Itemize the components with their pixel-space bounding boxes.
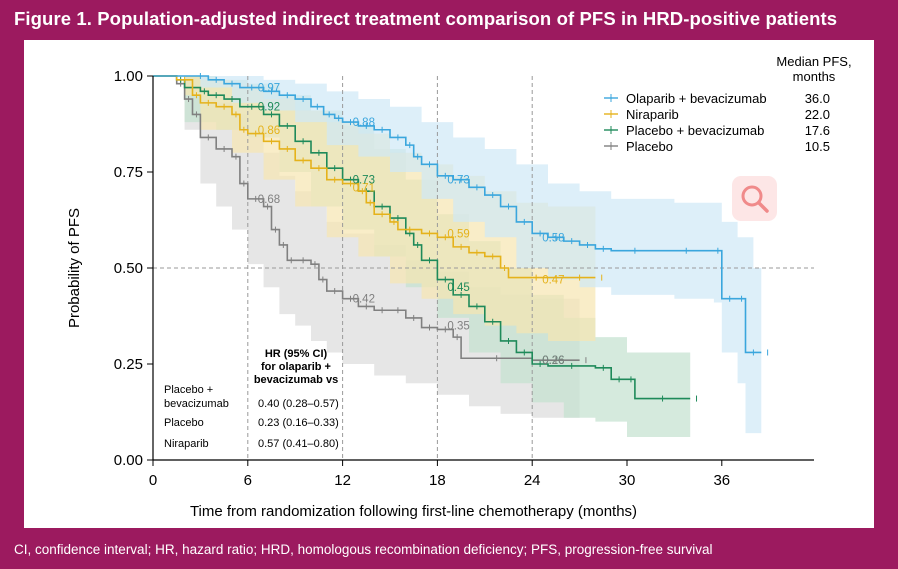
- hr-table-header: for olaparib +: [261, 361, 331, 373]
- y-tick-label: 0.50: [114, 260, 143, 277]
- hr-row-label: Placebo: [164, 417, 204, 429]
- survival-annotations: 0.97 0.88 0.73 0.58 0.86 0.71 0.59 0.47 0.92 0.73…: [258, 83, 565, 368]
- legend: Median PFS,months Olaparib + bevacizumab 3…: [604, 54, 852, 154]
- legend-median-value: 22.0: [805, 107, 830, 122]
- y-tick-label: 1.00: [114, 68, 143, 85]
- survival-estimate-label: 0.86: [258, 125, 280, 137]
- hr-table: HR (95% CI)for olaparib +bevacizumab vs P…: [164, 348, 339, 450]
- hr-row-label: Placebo +: [164, 384, 213, 396]
- survival-estimate-label: 0.26: [542, 355, 564, 367]
- search-button[interactable]: [732, 176, 777, 221]
- legend-entry-label: Niraparib: [626, 107, 679, 122]
- legend-median-value: 17.6: [805, 123, 830, 138]
- legend-median-value: 36.0: [805, 91, 830, 106]
- hr-row-value: 0.23 (0.16–0.33): [258, 417, 339, 429]
- survival-estimate-label: 0.97: [258, 83, 280, 95]
- x-tick-label: 12: [334, 472, 351, 489]
- axes: Probability of PFS Time from randomizati…: [66, 68, 814, 520]
- survival-estimate-label: 0.42: [353, 294, 375, 306]
- footnote: CI, confidence interval; HR, hazard rati…: [14, 542, 713, 557]
- km-chart: Probability of PFS Time from randomizati…: [66, 54, 852, 520]
- legend-entry-label: Olaparib + bevacizumab: [626, 91, 767, 106]
- survival-estimate-label: 0.88: [353, 117, 375, 129]
- legend-entry-label: Placebo: [626, 139, 673, 154]
- x-tick-label: 36: [713, 472, 730, 489]
- survival-estimate-label: 0.47: [542, 275, 564, 287]
- x-tick-label: 18: [429, 472, 446, 489]
- survival-curves: [153, 73, 769, 402]
- survival-estimate-label: 0.35: [447, 321, 469, 333]
- km-curve: [153, 75, 762, 354]
- survival-estimate-label: 0.68: [258, 194, 280, 206]
- y-tick-label: 0.75: [114, 164, 143, 181]
- survival-estimate-label: 0.59: [447, 228, 469, 240]
- ci-band: [153, 76, 762, 434]
- legend-header: Median PFS,: [776, 54, 851, 69]
- y-tick-label: 0.00: [114, 452, 143, 469]
- survival-estimate-label: 0.58: [542, 232, 564, 244]
- hr-table-header: HR (95% CI): [265, 348, 328, 360]
- x-tick-label: 30: [619, 472, 636, 489]
- survival-estimate-label: 0.45: [447, 282, 469, 294]
- survival-estimate-label: 0.92: [258, 102, 280, 114]
- y-tick-label: 0.25: [114, 356, 143, 373]
- survival-estimate-label: 0.71: [353, 182, 375, 194]
- hr-row-value: 0.57 (0.41–0.80): [258, 438, 339, 450]
- survival-estimate-label: 0.73: [447, 175, 469, 187]
- hr-table-header: bevacizumab vs: [254, 374, 338, 386]
- x-axis-label: Time from randomization following first-…: [190, 503, 637, 520]
- x-tick-label: 0: [149, 472, 157, 489]
- chart-panel: Probability of PFS Time from randomizati…: [24, 40, 874, 528]
- hr-row-label: bevacizumab: [164, 398, 229, 410]
- survival-estimate-label: 0.26: [542, 355, 564, 367]
- figure-title: Figure 1. Population-adjusted indirect t…: [14, 8, 838, 29]
- hr-row-label: Niraparib: [164, 438, 209, 450]
- km-curve: [153, 75, 596, 279]
- legend-median-value: 10.5: [805, 139, 830, 154]
- hr-row-value: 0.40 (0.28–0.57): [258, 398, 339, 410]
- legend-entry-label: Placebo + bevacizumab: [626, 123, 764, 138]
- search-icon: [741, 185, 769, 213]
- x-tick-label: 24: [524, 472, 541, 489]
- y-axis-label: Probability of PFS: [66, 208, 83, 328]
- survival-estimate-label: 0.73: [353, 175, 375, 187]
- x-tick-label: 6: [244, 472, 252, 489]
- legend-header: months: [793, 69, 836, 84]
